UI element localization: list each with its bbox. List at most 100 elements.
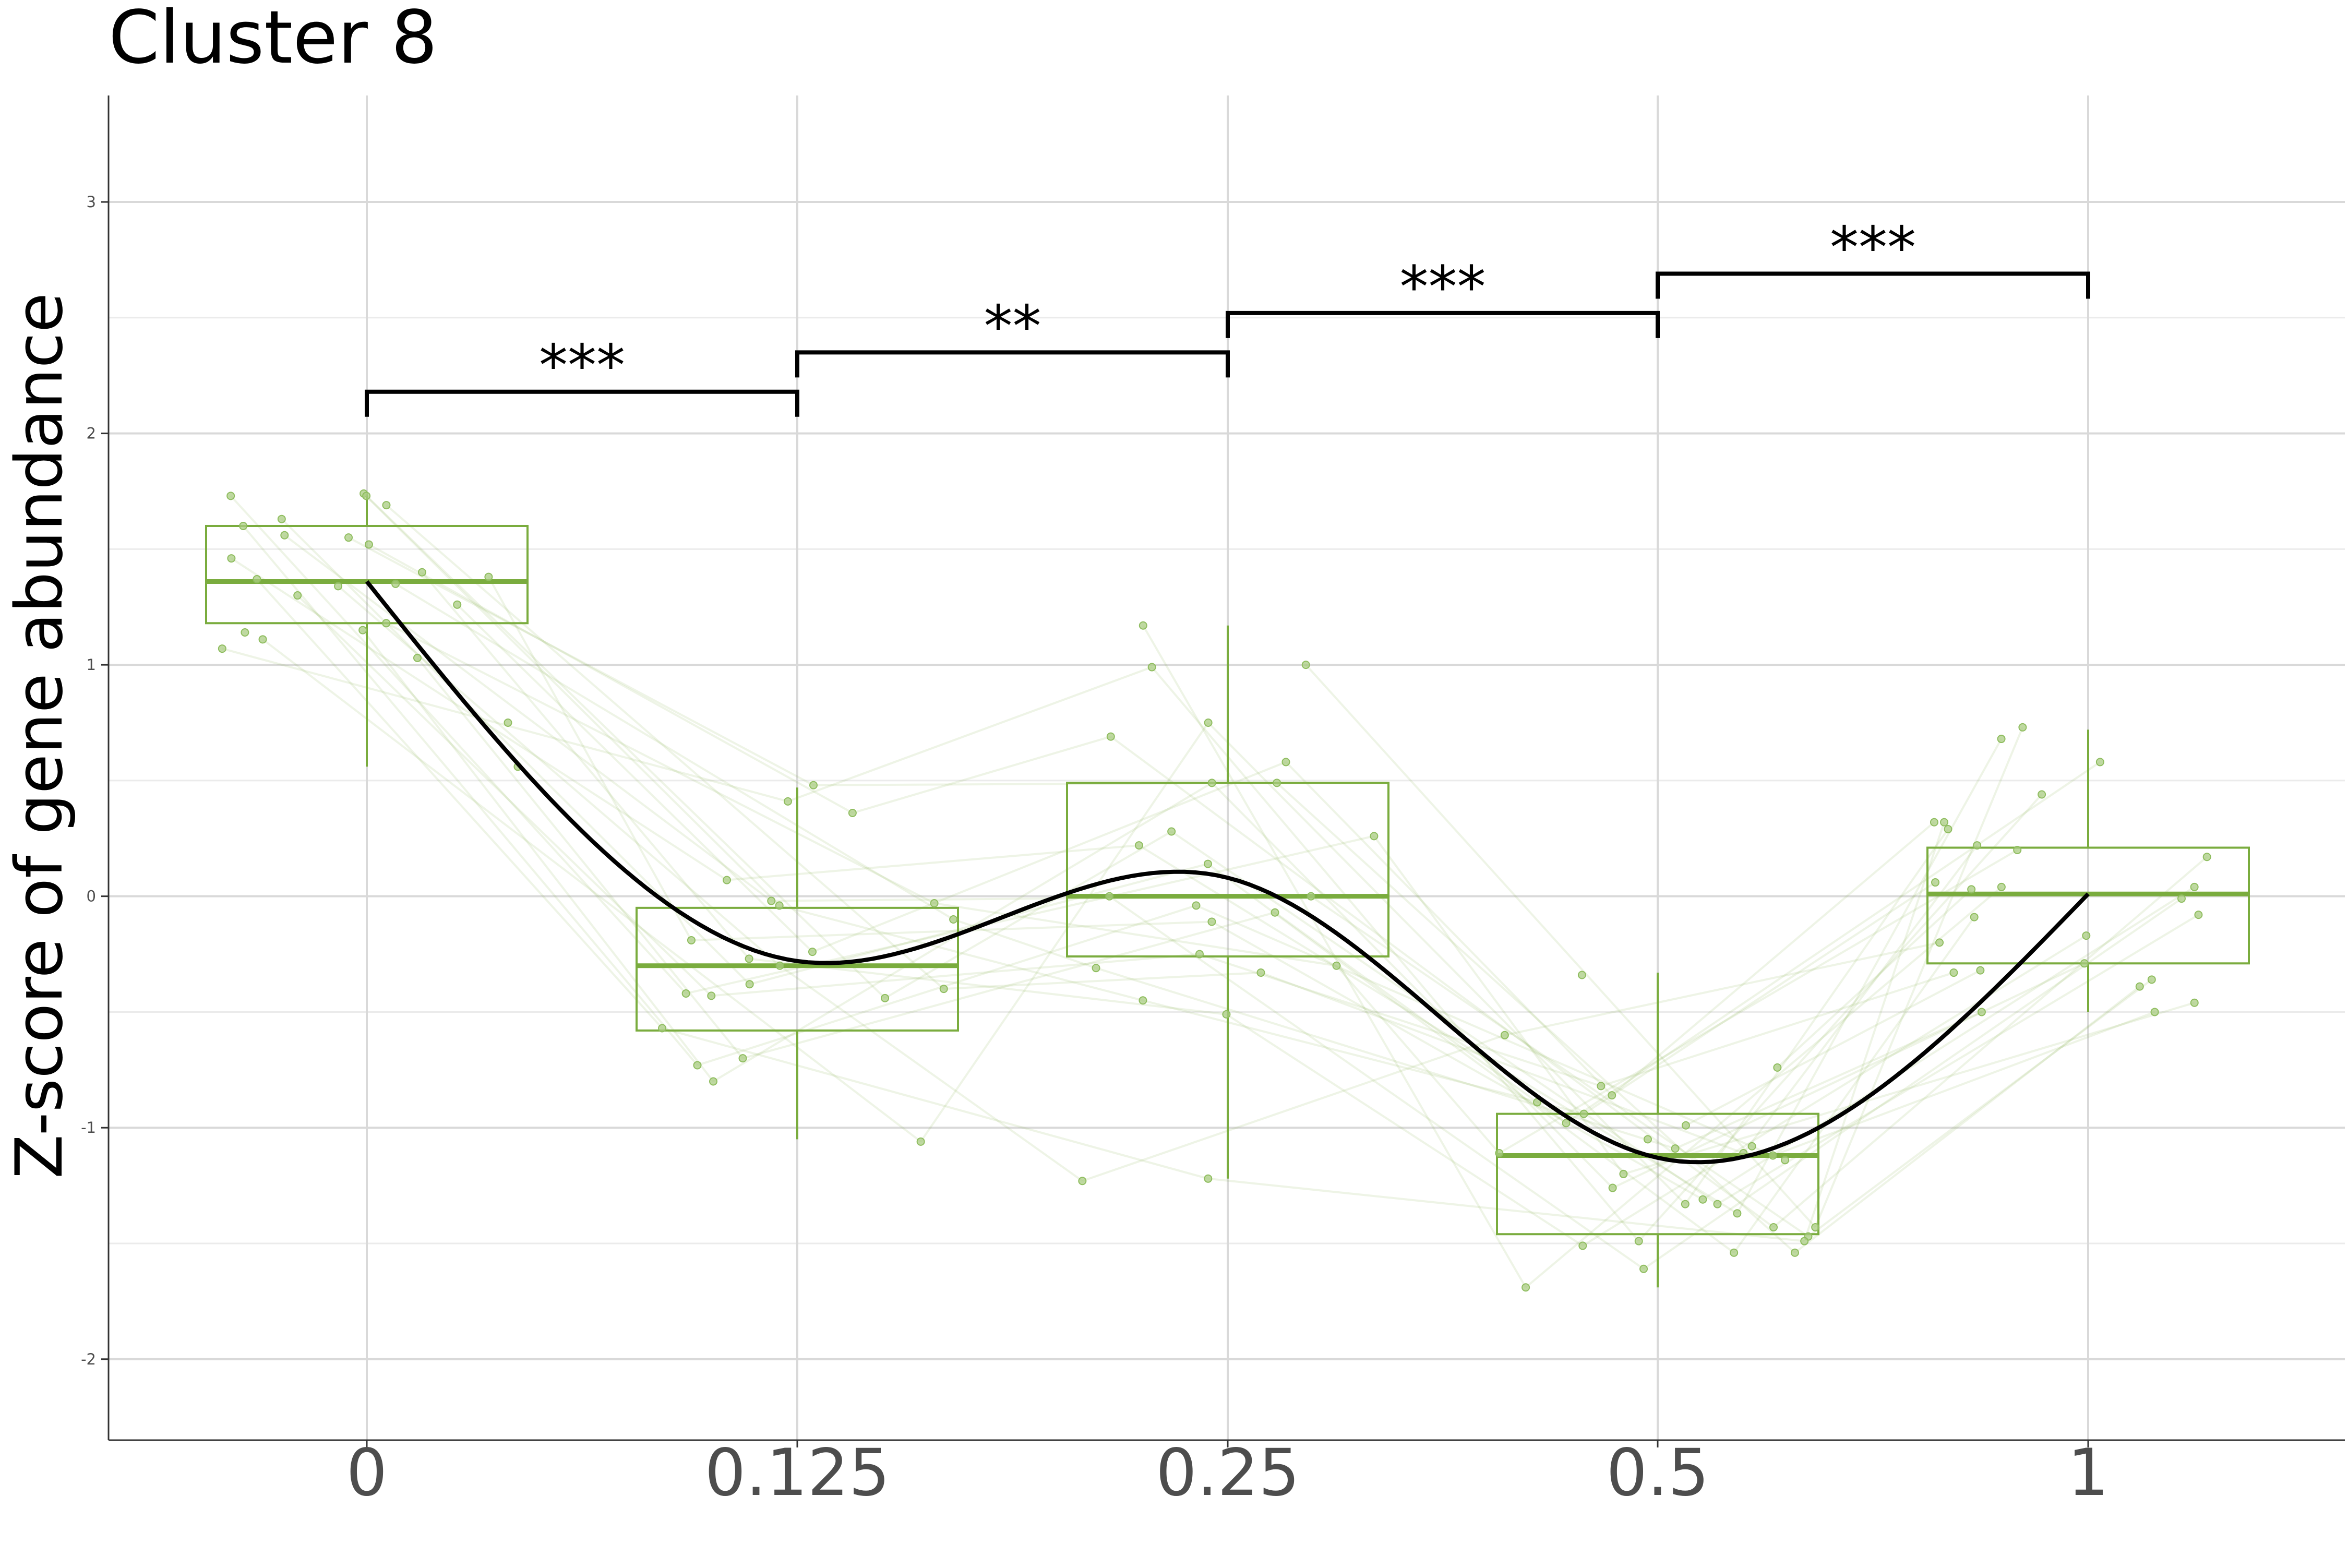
data-point <box>1713 1200 1722 1208</box>
data-point <box>809 781 818 789</box>
gene-trajectory-line <box>1305 664 1816 1228</box>
data-point <box>1681 1200 1690 1208</box>
gene-trajectory-line <box>1623 1001 2195 1175</box>
gene-trajectory-line <box>1504 941 1940 1036</box>
data-point <box>693 1061 702 1070</box>
gene-trajectory-line <box>711 953 1200 997</box>
data-point <box>413 653 422 662</box>
data-point <box>1944 825 1952 834</box>
data-point <box>2135 982 2144 991</box>
significance-bracket: ** <box>795 293 1230 378</box>
gene-trajectory-line <box>487 576 692 941</box>
data-point <box>2190 998 2199 1007</box>
gene-trajectory-line <box>1142 999 1585 1115</box>
data-point <box>1332 961 1341 970</box>
data-point <box>2147 975 2156 984</box>
data-point <box>1643 1135 1652 1144</box>
gene-trajectory-line <box>1684 828 1949 1205</box>
significance-label: *** <box>539 332 625 399</box>
gene-trajectory-line <box>348 536 814 786</box>
data-point <box>1800 1237 1809 1246</box>
data-point <box>707 991 716 1000</box>
data-point <box>1204 719 1213 727</box>
gene-trajectory-line <box>1373 835 1625 1175</box>
gene-trajectory-line <box>787 666 1153 803</box>
axes: -2 -1 0 1 2 3 0 0.125 0.25 0.5 1 <box>81 95 2345 1511</box>
gene-trajectory-line <box>1733 916 1975 1253</box>
data-point <box>1495 1149 1504 1158</box>
data-point <box>1195 950 1204 959</box>
significance-bracket: *** <box>365 332 799 417</box>
gene-trajectory-line <box>1702 886 2195 1201</box>
gene-trajectory-line <box>1794 986 2140 1254</box>
gene-trajectory-line <box>1499 849 2018 1154</box>
significance-bracket: *** <box>1656 214 2090 299</box>
data-point <box>1256 968 1265 977</box>
data-point <box>1562 1119 1571 1128</box>
gene-trajectory-line <box>1638 794 2043 1242</box>
data-point <box>1134 841 1143 850</box>
data-point <box>1681 1121 1690 1130</box>
gene-trajectory-line <box>943 972 1261 990</box>
data-point <box>658 1024 667 1033</box>
data-point <box>2095 758 2104 767</box>
data-point <box>1768 1151 1777 1160</box>
gene-trajectory-line <box>1600 972 1955 1087</box>
data-point <box>1940 818 1949 827</box>
gene-trajectory-line <box>1335 965 1500 1154</box>
boxplot-0.125 <box>636 787 959 1140</box>
box-iqr <box>1066 782 1389 957</box>
y-tick-label: 3 <box>87 193 96 211</box>
gene-trajectory-line <box>779 965 1083 1182</box>
data-point <box>1671 1144 1680 1153</box>
data-point <box>1078 1177 1087 1186</box>
data-point <box>364 540 373 549</box>
gene-trajectory-line <box>1611 821 1935 1096</box>
gene-trajectory-line <box>1736 738 2003 1214</box>
x-tick-label: 1 <box>2068 1435 2109 1511</box>
data-point <box>2190 882 2199 891</box>
gene-trajectory-line <box>362 629 714 1082</box>
gene-trajectory-line <box>1260 972 1744 1154</box>
data-point <box>1773 1063 1782 1072</box>
data-point <box>1634 1237 1643 1246</box>
data-point <box>1167 827 1176 836</box>
fitted-trend-line <box>365 580 2090 1165</box>
x-tick-label: 0 <box>346 1435 388 1511</box>
bracket-line <box>365 389 799 417</box>
data-point <box>1139 621 1147 630</box>
data-point <box>949 915 958 924</box>
data-point <box>1207 917 1216 926</box>
bracket-line <box>1226 310 1660 338</box>
data-point <box>681 989 690 998</box>
data-point <box>1619 1169 1628 1178</box>
data-point <box>1935 938 1944 947</box>
significance-label: ** <box>984 293 1041 360</box>
data-point <box>1577 971 1586 979</box>
gene-trajectory-line <box>662 1027 1208 1180</box>
data-point <box>1578 1241 1587 1250</box>
gene-trajectory-line <box>919 722 1209 1142</box>
bracket-line <box>795 350 1230 378</box>
data-point <box>1930 818 1938 827</box>
gene-trajectory-line <box>1583 881 1936 1115</box>
data-point <box>1139 996 1147 1005</box>
gene-trajectory-line <box>230 495 687 995</box>
gene-trajectory-line <box>1208 1177 1805 1242</box>
data-point <box>1579 1109 1588 1118</box>
gene-trajectory-line <box>726 844 1140 881</box>
data-point <box>1747 1142 1756 1151</box>
gene-trajectory-line <box>421 571 750 960</box>
data-point <box>253 575 261 584</box>
gene-trajectory-line <box>812 761 1287 953</box>
gene-trajectory-line <box>779 904 1143 1002</box>
data-point <box>1092 964 1100 973</box>
data-point <box>2013 845 2022 854</box>
y-tick-label: 1 <box>87 656 96 674</box>
y-tick-label: -1 <box>81 1119 96 1136</box>
data-point <box>280 531 289 540</box>
data-point <box>1811 1223 1820 1231</box>
data-point <box>226 492 235 500</box>
data-point <box>241 628 249 637</box>
